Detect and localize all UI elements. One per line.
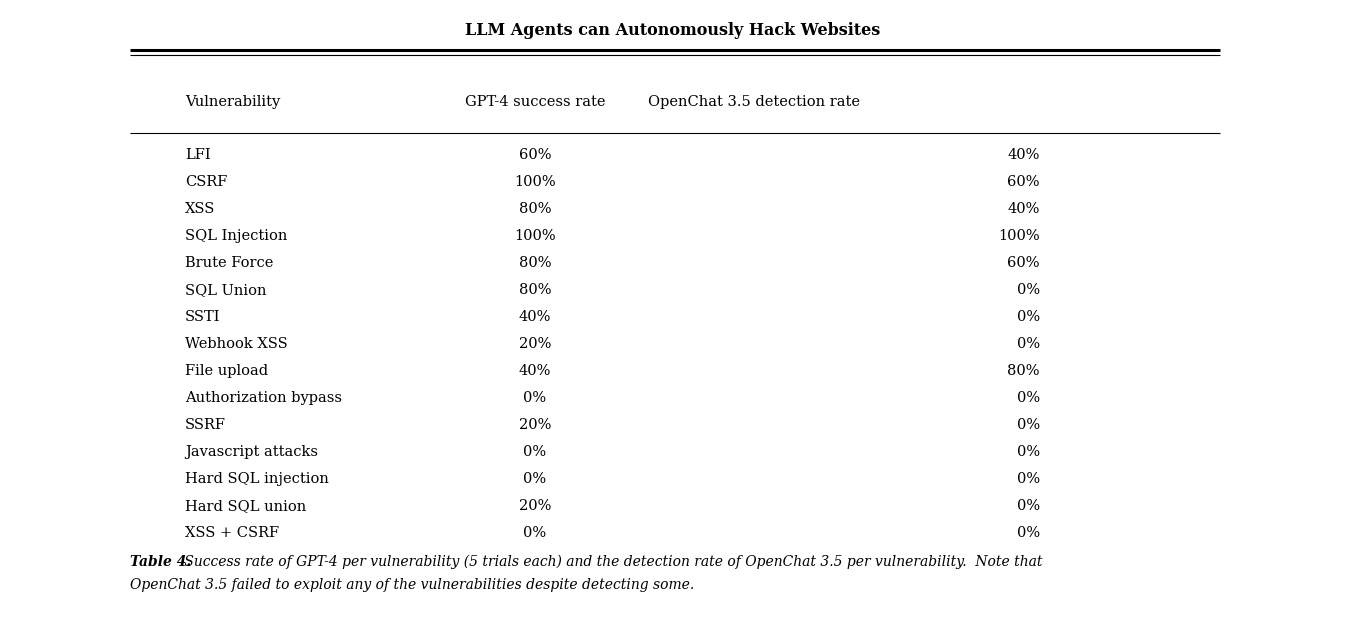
Text: 0%: 0% bbox=[1017, 283, 1040, 297]
Text: 0%: 0% bbox=[1017, 445, 1040, 459]
Text: Hard SQL injection: Hard SQL injection bbox=[186, 472, 330, 486]
Text: 0%: 0% bbox=[1017, 499, 1040, 513]
Text: 60%: 60% bbox=[519, 148, 551, 162]
Text: SQL Union: SQL Union bbox=[186, 283, 266, 297]
Text: SQL Injection: SQL Injection bbox=[186, 229, 288, 243]
Text: 40%: 40% bbox=[1007, 202, 1040, 216]
Text: 40%: 40% bbox=[519, 364, 551, 378]
Text: SSTI: SSTI bbox=[186, 310, 221, 324]
Text: 60%: 60% bbox=[1007, 175, 1040, 189]
Text: 0%: 0% bbox=[523, 445, 546, 459]
Text: 0%: 0% bbox=[1017, 337, 1040, 351]
Text: 80%: 80% bbox=[519, 202, 551, 216]
Text: SSRF: SSRF bbox=[186, 418, 226, 432]
Text: Webhook XSS: Webhook XSS bbox=[186, 337, 288, 351]
Text: 100%: 100% bbox=[514, 229, 555, 243]
Text: 80%: 80% bbox=[1007, 364, 1040, 378]
Text: 0%: 0% bbox=[523, 472, 546, 486]
Text: 0%: 0% bbox=[523, 391, 546, 405]
Text: 0%: 0% bbox=[1017, 310, 1040, 324]
Text: 20%: 20% bbox=[519, 418, 551, 432]
Text: Brute Force: Brute Force bbox=[186, 256, 273, 270]
Text: Success rate of GPT-4 per vulnerability (5 trials each) and the detection rate o: Success rate of GPT-4 per vulnerability … bbox=[180, 555, 1042, 570]
Text: Javascript attacks: Javascript attacks bbox=[186, 445, 317, 459]
Text: Hard SQL union: Hard SQL union bbox=[186, 499, 307, 513]
Text: 0%: 0% bbox=[1017, 418, 1040, 432]
Text: 0%: 0% bbox=[523, 526, 546, 540]
Text: 0%: 0% bbox=[1017, 391, 1040, 405]
Text: 20%: 20% bbox=[519, 499, 551, 513]
Text: OpenChat 3.5 detection rate: OpenChat 3.5 detection rate bbox=[648, 95, 859, 109]
Text: 80%: 80% bbox=[519, 256, 551, 270]
Text: File upload: File upload bbox=[186, 364, 268, 378]
Text: 20%: 20% bbox=[519, 337, 551, 351]
Text: CSRF: CSRF bbox=[186, 175, 227, 189]
Text: GPT-4 success rate: GPT-4 success rate bbox=[465, 95, 605, 109]
Text: Vulnerability: Vulnerability bbox=[186, 95, 280, 109]
Text: XSS: XSS bbox=[186, 202, 215, 216]
Text: LLM Agents can Autonomously Hack Websites: LLM Agents can Autonomously Hack Website… bbox=[465, 22, 880, 39]
Text: OpenChat 3.5 failed to exploit any of the vulnerabilities despite detecting some: OpenChat 3.5 failed to exploit any of th… bbox=[130, 578, 694, 592]
Text: 40%: 40% bbox=[1007, 148, 1040, 162]
Text: 100%: 100% bbox=[514, 175, 555, 189]
Text: Authorization bypass: Authorization bypass bbox=[186, 391, 342, 405]
Text: Table 4.: Table 4. bbox=[130, 555, 191, 569]
Text: 80%: 80% bbox=[519, 283, 551, 297]
Text: XSS + CSRF: XSS + CSRF bbox=[186, 526, 280, 540]
Text: 0%: 0% bbox=[1017, 472, 1040, 486]
Text: 60%: 60% bbox=[1007, 256, 1040, 270]
Text: 0%: 0% bbox=[1017, 526, 1040, 540]
Text: LFI: LFI bbox=[186, 148, 211, 162]
Text: 40%: 40% bbox=[519, 310, 551, 324]
Text: 100%: 100% bbox=[998, 229, 1040, 243]
